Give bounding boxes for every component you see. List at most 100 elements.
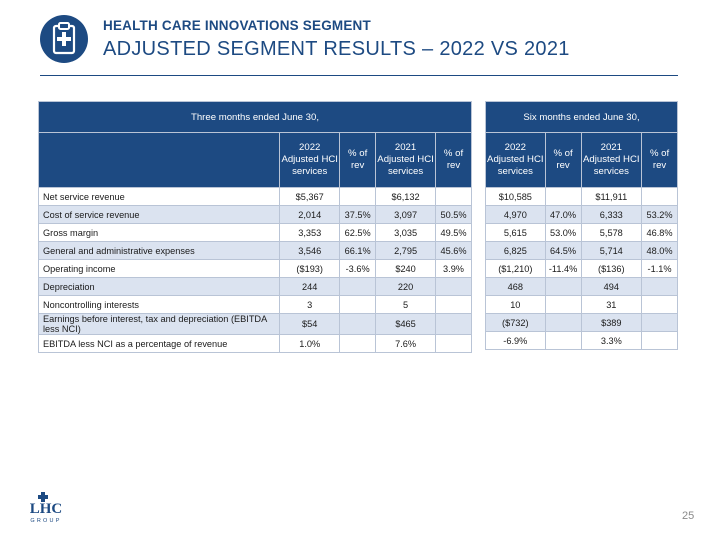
row-label: Noncontrolling interests [37,295,281,314]
cell-2022: 3,546 [279,241,341,260]
cell-2022: ($1,210) [485,259,546,278]
cell-pct-2021 [641,277,678,296]
col-2021-header: 2021 Adjusted HCI services [580,132,643,188]
row-label: Net service revenue [37,187,281,206]
cell-2021: 7.6% [375,334,437,353]
cell-2022: 6,825 [485,241,546,260]
cell-pct-2021: 45.6% [435,241,472,260]
table-row: General and administrative expenses 3,54… [37,241,472,260]
cell-2021: 6,333 [580,205,643,224]
table-row: Cost of service revenue 2,014 37.5% 3,09… [37,205,472,224]
cell-2021: $389 [580,313,643,332]
cell-2022: 4,970 [485,205,546,224]
table-row: EBITDA less NCI as a percentage of reven… [37,334,472,353]
cell-pct-2021: -1.1% [641,259,678,278]
cell-2021: 5 [375,295,437,314]
col-2021-header: 2021 Adjusted HCI services [375,132,437,188]
table-row: ($732) $389 [485,313,678,332]
cell-pct-2022: 66.1% [339,241,377,260]
row-label: General and administrative expenses [37,241,281,260]
table-row: Noncontrolling interests 3 5 [37,295,472,314]
table-row: Depreciation 244 220 [37,277,472,296]
cell-2021: 3.3% [580,331,643,350]
cell-pct-2022: 37.5% [339,205,377,224]
cell-2022: $54 [279,313,341,335]
cell-pct-2022 [339,277,377,296]
cell-2021: 3,035 [375,223,437,242]
logo-wordmark: LHC [30,501,63,517]
cell-pct-2022 [544,331,582,350]
cell-pct-2021 [641,313,678,332]
label-header [37,132,281,188]
cell-pct-2022: 47.0% [544,205,582,224]
cell-2021: $240 [375,259,437,278]
cell-pct-2022 [544,187,582,206]
cell-2021: 3,097 [375,205,437,224]
clipboard-medical-icon [40,15,88,63]
cell-pct-2021: 53.2% [641,205,678,224]
table-row: 6,825 64.5% 5,714 48.0% [485,241,678,260]
cell-pct-2021 [435,187,472,206]
row-label: EBITDA less NCI as a percentage of reven… [37,334,281,353]
cell-2021: ($136) [580,259,643,278]
logo-subtext: GROUP [30,518,61,524]
table-row: 4,970 47.0% 6,333 53.2% [485,205,678,224]
table-row: Earnings before interest, tax and deprec… [37,313,472,335]
cell-2022: 1.0% [279,334,341,353]
cell-2022: 3 [279,295,341,314]
row-label: Depreciation [37,277,281,296]
col-2022-header: 2022 Adjusted HCI services [279,132,341,188]
cell-pct-2021: 3.9% [435,259,472,278]
col-pct-2022-header: % of rev [544,132,582,188]
cell-pct-2022: 62.5% [339,223,377,242]
cell-pct-2022 [339,334,377,353]
cell-pct-2022 [544,277,582,296]
cell-2022: ($732) [485,313,546,332]
cell-2021: $465 [375,313,437,335]
cell-pct-2021: 48.0% [641,241,678,260]
segment-title: HEALTH CARE INNOVATIONS SEGMENT [103,18,371,33]
table-row: 468 494 [485,277,678,296]
cell-2022: 3,353 [279,223,341,242]
page-title: ADJUSTED SEGMENT RESULTS – 2022 VS 2021 [103,38,570,60]
table-row: Gross margin 3,353 62.5% 3,035 49.5% [37,223,472,242]
row-label: Earnings before interest, tax and deprec… [37,313,281,335]
cell-2021: 5,714 [580,241,643,260]
col-pct-2021-header: % of rev [641,132,678,188]
table-row: Operating income ($193) -3.6% $240 3.9% [37,259,472,278]
lhc-group-logo: LHC GROUP [30,492,63,524]
cell-pct-2022 [339,313,377,335]
cell-2022: $10,585 [485,187,546,206]
cell-pct-2021: 49.5% [435,223,472,242]
cell-2022: ($193) [279,259,341,278]
col-2022-header: 2022 Adjusted HCI services [485,132,546,188]
cell-2022: 5,615 [485,223,546,242]
cell-pct-2021 [435,277,472,296]
six-months-table: Six months ended June 30, 2022 Adjusted … [485,101,678,350]
cell-2022: 468 [485,277,546,296]
cell-pct-2021 [641,295,678,314]
three-months-table: Three months ended June 30, 2022 Adjuste… [37,101,472,353]
table-row: 10 31 [485,295,678,314]
cell-pct-2022 [544,295,582,314]
cell-2021: 31 [580,295,643,314]
cell-2022: 244 [279,277,341,296]
table-row: $10,585 $11,911 [485,187,678,206]
six-months-period-title: Six months ended June 30, [485,101,678,133]
table-row: -6.9% 3.3% [485,331,678,350]
cell-2022: 10 [485,295,546,314]
cell-pct-2021 [435,295,472,314]
cell-pct-2022 [544,313,582,332]
header-divider [40,75,678,76]
cell-2022: -6.9% [485,331,546,350]
row-label: Cost of service revenue [37,205,281,224]
cell-pct-2021 [641,331,678,350]
cell-pct-2022: 64.5% [544,241,582,260]
cell-pct-2021 [435,313,472,335]
cell-2022: 2,014 [279,205,341,224]
cell-pct-2021: 50.5% [435,205,472,224]
cell-pct-2021 [641,187,678,206]
page-number: 25 [682,510,695,522]
cell-2021: 2,795 [375,241,437,260]
three-months-period-title: Three months ended June 30, [38,101,472,133]
